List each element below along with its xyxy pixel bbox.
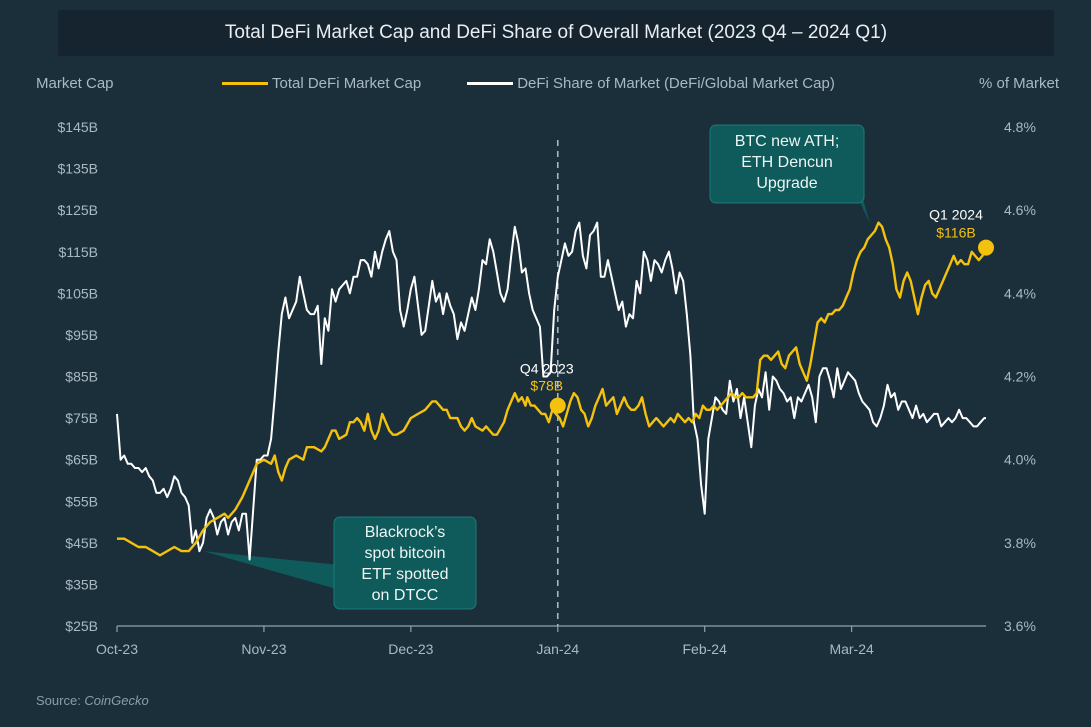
callout-text: ETH Dencun bbox=[741, 154, 833, 171]
legend: Total DeFi Market Cap DeFi Share of Mark… bbox=[222, 75, 881, 92]
annotation-marker bbox=[549, 397, 566, 414]
x-tick-label: Jan-24 bbox=[536, 641, 579, 657]
x-tick-label: Nov-23 bbox=[241, 641, 286, 657]
source-name: CoinGecko bbox=[84, 693, 149, 708]
right-tick-label: 4.4% bbox=[1004, 285, 1036, 301]
left-tick-label: $25B bbox=[65, 618, 98, 634]
right-axis-title: % of Market bbox=[979, 75, 1060, 92]
annotation-label: Q4 2023 bbox=[520, 361, 574, 377]
callout-text: Blackrock’s bbox=[365, 524, 446, 541]
right-tick-label: 3.6% bbox=[1004, 618, 1036, 634]
series-line-share bbox=[116, 221, 986, 561]
chart-canvas: $25B $35B $45B $55B $65B $75B $85B $95B $105B $11… bbox=[58, 119, 1036, 657]
legend-swatch-share bbox=[467, 82, 514, 85]
right-tick-label: 4.6% bbox=[1004, 202, 1036, 218]
chart-title: Total DeFi Market Cap and DeFi Share of … bbox=[224, 22, 888, 43]
x-tick-label: Feb-24 bbox=[683, 641, 728, 657]
callout-pointer bbox=[203, 551, 340, 590]
callout-text: spot bitcoin bbox=[365, 545, 446, 562]
annotation-value: $78B bbox=[530, 378, 563, 394]
x-tick-label: Oct-23 bbox=[96, 641, 138, 657]
callout-text: on DTCC bbox=[372, 587, 439, 604]
legend-label-share: DeFi Share of Market (DeFi/Global Market… bbox=[517, 75, 835, 92]
source-label: Source: bbox=[36, 693, 85, 708]
left-tick-label: $35B bbox=[65, 576, 98, 592]
x-tick-label: Mar-24 bbox=[829, 641, 874, 657]
left-tick-label: $125B bbox=[58, 202, 98, 218]
right-tick-label: 4.2% bbox=[1004, 369, 1036, 385]
legend-item-share: DeFi Share of Market (DeFi/Global Market… bbox=[467, 75, 835, 92]
callout-box bbox=[709, 124, 865, 204]
left-tick-label: $105B bbox=[58, 285, 98, 301]
legend-item-market-cap: Total DeFi Market Cap bbox=[222, 75, 421, 92]
annotation-marker bbox=[978, 239, 994, 256]
left-tick-label: $135B bbox=[58, 161, 98, 177]
annotation-label: Q1 2024 bbox=[929, 207, 983, 223]
left-tick-label: $115B bbox=[59, 244, 98, 260]
x-tick-label: Dec-23 bbox=[388, 641, 433, 657]
left-axis-title: Market Cap bbox=[36, 75, 114, 92]
left-tick-label: $85B bbox=[65, 369, 98, 385]
left-tick-label: $145B bbox=[58, 119, 98, 135]
callout-text: ETF spotted bbox=[361, 566, 448, 583]
left-tick-label: $45B bbox=[65, 535, 98, 551]
left-tick-label: $55B bbox=[65, 493, 98, 509]
right-tick-label: 3.8% bbox=[1004, 535, 1036, 551]
annotation-value: $116B bbox=[936, 225, 975, 241]
callout-text: BTC new ATH; bbox=[735, 133, 840, 150]
source-note: Source: CoinGecko bbox=[36, 693, 149, 708]
left-tick-label: $75B bbox=[65, 410, 98, 426]
legend-label-market-cap: Total DeFi Market Cap bbox=[272, 75, 422, 92]
legend-swatch-market-cap bbox=[222, 82, 268, 85]
left-tick-label: $65B bbox=[65, 452, 98, 468]
left-tick-label: $95B bbox=[65, 327, 98, 343]
callout-box bbox=[333, 516, 477, 610]
series-line-market-cap bbox=[117, 221, 988, 557]
right-tick-label: 4.8% bbox=[1004, 119, 1036, 135]
right-tick-label: 4.0% bbox=[1004, 452, 1036, 468]
title-bar: Total DeFi Market Cap and DeFi Share of … bbox=[58, 10, 1054, 56]
callout-text: Upgrade bbox=[756, 175, 817, 192]
